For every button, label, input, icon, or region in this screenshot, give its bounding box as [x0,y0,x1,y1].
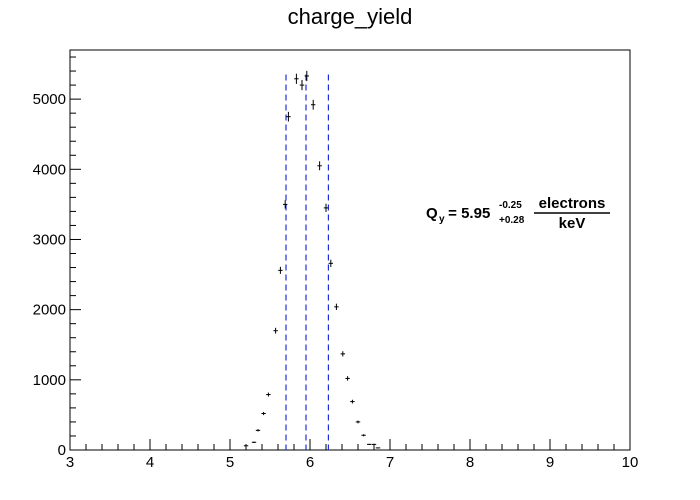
x-tick-label: 7 [386,454,394,471]
y-tick-label: 0 [58,442,66,459]
vertical-lines [285,74,329,450]
data-point [286,111,291,122]
data-points [243,70,381,449]
annotation-prefix: Q [426,205,438,222]
y-axis: 0 1000 2000 3000 4000 5000 [33,56,81,459]
annotation-numerator: electrons [539,195,606,212]
data-point [323,203,329,213]
data-point [255,429,261,432]
x-tick-label: 4 [146,454,154,471]
y-tick-label: 1000 [33,372,66,389]
charge-yield-annotation: Q y = 5.95 -0.25 +0.28 electrons keV [426,195,610,232]
data-point [294,73,299,84]
data-point [243,445,249,447]
x-tick-label: 8 [466,454,474,471]
data-point [371,443,377,446]
annotation-sub: +0.28 [499,215,525,226]
data-point [355,420,361,424]
annotation-denominator: keV [559,215,586,232]
data-point [266,392,271,397]
y-tick-label: 4000 [33,161,66,178]
y-tick-label: 5000 [33,91,66,108]
data-point [311,99,316,110]
data-point [273,327,278,334]
data-point [304,70,309,82]
data-point [345,376,350,381]
data-point [317,161,322,171]
plot-frame [69,49,631,451]
annotation-sup: -0.25 [499,200,522,211]
x-tick-label: 9 [546,454,554,471]
data-point [278,266,283,274]
data-point [361,434,366,437]
data-point [251,441,257,444]
x-tick-label: 3 [66,454,74,471]
y-tick-label: 3000 [33,231,66,248]
data-point [350,399,355,404]
data-point [328,259,333,267]
data-point [283,200,288,209]
annotation-prefix-sub: y [439,214,445,225]
annotation-value: = 5.95 [444,205,490,222]
data-point [299,80,305,91]
data-point [334,303,339,311]
data-point [367,443,372,446]
x-tick-label: 5 [226,454,234,471]
data-point [340,351,345,357]
data-point [261,411,266,416]
x-tick-label: 10 [622,454,639,471]
chart-title: charge_yield [288,4,413,29]
y-tick-label: 2000 [33,302,66,319]
data-point [375,447,381,449]
x-tick-label: 6 [306,454,314,471]
x-axis: 3 4 5 6 7 8 9 10 [66,439,639,471]
